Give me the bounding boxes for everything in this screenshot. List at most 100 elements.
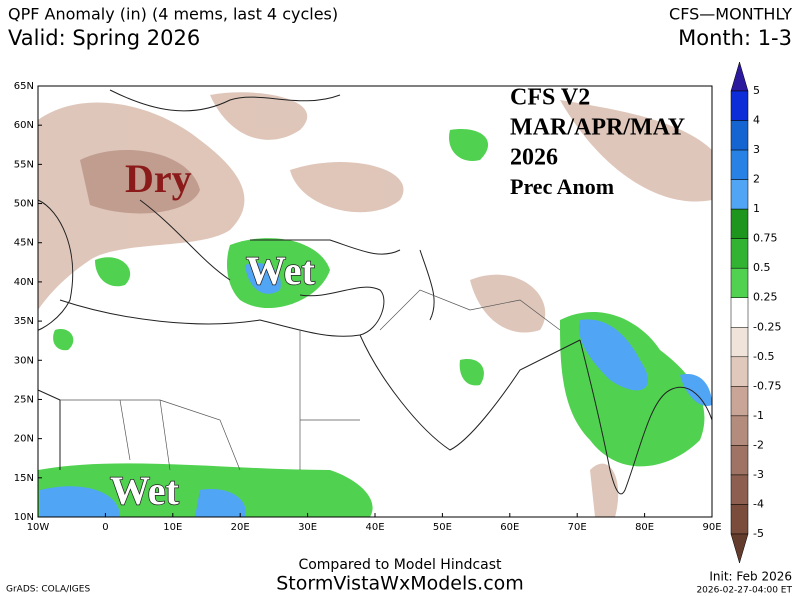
- border: [60, 289, 561, 471]
- colorbar-label: 4: [753, 114, 760, 127]
- coastline: [139, 199, 401, 281]
- dry-blob: [560, 100, 712, 202]
- wet-blob: [195, 489, 246, 517]
- map: [37, 85, 713, 518]
- colorbar-label: 0.5: [753, 261, 771, 274]
- colorbar-label: -0.75: [753, 379, 781, 392]
- coastline: [419, 249, 435, 321]
- overlay-line: Prec Anom: [510, 174, 614, 199]
- colorbar-bin: [730, 415, 749, 446]
- dry-core: [80, 150, 200, 214]
- coastline: [37, 199, 74, 331]
- colorbar-bin: [730, 267, 749, 298]
- site: StormVistaWxModels.com: [276, 573, 524, 595]
- colorbar-label: -0.5: [753, 350, 774, 363]
- colorbar-bin: [730, 445, 749, 476]
- colorbar-label: 5: [753, 84, 760, 97]
- lat-label: 65N: [14, 81, 34, 92]
- colorbar-label: -0.25: [753, 320, 781, 333]
- valid: Valid: Spring 2026: [8, 26, 200, 50]
- lat-label: 15N: [14, 473, 34, 484]
- colorbar-bin: [730, 120, 749, 151]
- title: QPF Anomaly (in) (4 mems, last 4 cycles): [8, 5, 338, 24]
- colorbar-label: -5: [753, 527, 764, 540]
- lon-label: 10W: [27, 522, 50, 533]
- overlay-line: CFS V2: [510, 85, 590, 111]
- lon-label: 10E: [163, 522, 182, 533]
- colorbar-label: 2: [753, 173, 760, 186]
- lon-label: 70E: [568, 522, 587, 533]
- lon-label: 30E: [298, 522, 317, 533]
- wet-blob: [95, 257, 131, 287]
- colorbar-bin: [730, 386, 749, 417]
- coastline: [579, 339, 713, 495]
- wet-core: [40, 262, 712, 517]
- colorbar-label: 1: [753, 202, 760, 215]
- dry-blob: [210, 92, 308, 140]
- lon-labels: 10W 0 10E 20E 30E 40E 50E 60E 70E 80E 90E: [27, 513, 722, 533]
- colorbar-bin: [730, 504, 749, 535]
- lat-label: 45N: [14, 238, 34, 249]
- lon-label: 0: [102, 522, 108, 533]
- lat-label: 60N: [14, 120, 34, 131]
- coastline: [359, 334, 581, 451]
- wet-blob: [40, 486, 120, 517]
- colorbar-bin: [730, 474, 749, 505]
- colorbar-label: -4: [753, 497, 764, 510]
- colorbar-label: 0.75: [753, 232, 778, 245]
- wet-label: Wet: [246, 248, 316, 293]
- lon-label: 60E: [500, 522, 519, 533]
- colorbar-cap: [730, 61, 749, 92]
- month: Month: 1-3: [678, 26, 792, 50]
- wet-label: Wet: [110, 468, 180, 513]
- lon-label: 80E: [635, 522, 654, 533]
- lat-label: 55N: [14, 159, 34, 170]
- lat-label: 10N: [14, 512, 34, 523]
- wet-blob: [245, 262, 281, 294]
- grads: GrADS: COLA/IGES: [6, 585, 90, 595]
- coastline: [59, 286, 385, 337]
- colorbar-label: -1: [753, 409, 764, 422]
- init: Init: Feb 2026: [709, 570, 792, 584]
- borders: [60, 289, 561, 471]
- colorbar-bin: [730, 356, 749, 387]
- lat-label: 25N: [14, 394, 34, 405]
- wet-blob: [459, 359, 484, 386]
- lon-label: 90E: [702, 522, 721, 533]
- wet-blob: [53, 329, 74, 351]
- dry-label: Dry: [125, 156, 192, 201]
- colorbar-label: -2: [753, 438, 764, 451]
- colorbar-bin: [730, 297, 749, 328]
- colorbar-bin: [730, 238, 749, 269]
- coastline: [109, 89, 341, 112]
- colorbar-bin: [730, 179, 749, 210]
- wet-blob: [227, 238, 330, 309]
- dry-blob: [590, 463, 619, 517]
- wet-blob: [449, 129, 489, 161]
- colorbar-bin: [730, 208, 749, 239]
- model: CFS—MONTHLY: [669, 5, 792, 24]
- colorbar-label: -3: [753, 468, 764, 481]
- overlay-line: MAR/APR/MAY: [510, 115, 685, 141]
- colorbar-label: 3: [753, 143, 760, 156]
- stamp: 2026-02-27-04:00 ET: [696, 586, 792, 596]
- colorbar-cap: [730, 533, 749, 564]
- wet-blob: [680, 374, 712, 406]
- colorbar-bin: [730, 90, 749, 121]
- dry-blob: [290, 161, 404, 213]
- lat-label: 30N: [14, 355, 34, 366]
- colorbar-bin: [730, 327, 749, 358]
- lat-label: 50N: [14, 199, 34, 210]
- lat-label: 20N: [14, 434, 34, 445]
- compared: Compared to Model Hindcast: [298, 557, 502, 573]
- colorbar-bin: [730, 149, 749, 180]
- lon-label: 50E: [433, 522, 452, 533]
- lon-label: 40E: [365, 522, 384, 533]
- dry-blob: [80, 150, 200, 214]
- dry-blob: [470, 274, 546, 333]
- coastlines: [37, 89, 713, 495]
- lat-label: 40N: [14, 277, 34, 288]
- lat-labels: 65N 60N 55N 50N 45N 40N 35N 30N 25N 20N 15N 10N: [14, 81, 42, 523]
- overlay-line: 2026: [510, 145, 558, 171]
